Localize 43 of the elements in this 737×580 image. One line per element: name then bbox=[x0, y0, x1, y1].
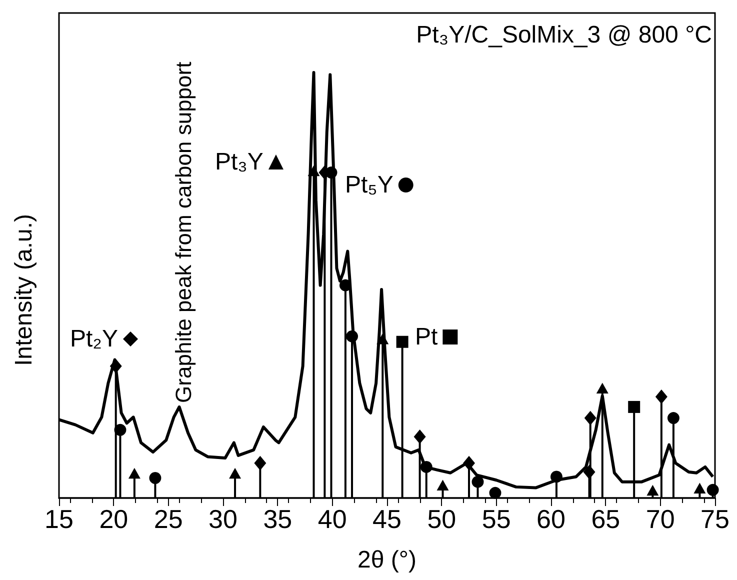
point bbox=[489, 486, 502, 499]
point bbox=[463, 456, 475, 470]
point bbox=[346, 330, 358, 342]
x-tick-label: 40 bbox=[318, 504, 347, 534]
point bbox=[436, 480, 449, 491]
x-tick-label: 15 bbox=[44, 504, 74, 534]
point bbox=[584, 410, 596, 426]
x-tick-label: 60 bbox=[536, 504, 566, 534]
legend-label: Pt bbox=[414, 324, 438, 350]
x-tick-label: 55 bbox=[482, 504, 511, 534]
annotation: Graphite peak from carbon support bbox=[170, 62, 196, 403]
point bbox=[414, 430, 426, 444]
point bbox=[596, 382, 608, 394]
y-axis-title: Intensity (a.u.) bbox=[10, 214, 38, 366]
x-axis-title: 2θ (°) bbox=[358, 546, 416, 574]
point bbox=[550, 470, 562, 483]
point bbox=[472, 476, 484, 488]
point bbox=[149, 472, 162, 484]
legend-label: Pt₂Y bbox=[70, 326, 118, 352]
x-tick-label: 70 bbox=[646, 504, 675, 534]
point bbox=[646, 484, 659, 496]
x-tick-label: 65 bbox=[591, 504, 620, 534]
point bbox=[667, 412, 680, 424]
x-tick-label: 35 bbox=[263, 504, 292, 534]
x-tick-label: 45 bbox=[372, 504, 402, 534]
x-tick-label: 30 bbox=[208, 504, 238, 534]
point bbox=[655, 390, 668, 404]
x-tick-label: 50 bbox=[427, 504, 456, 534]
legend-label: Pt₅Y bbox=[344, 172, 394, 198]
x-tick-label: 20 bbox=[99, 504, 128, 534]
point bbox=[229, 468, 242, 479]
x-tick-label: 75 bbox=[700, 504, 730, 534]
point bbox=[420, 460, 432, 473]
point bbox=[694, 482, 706, 494]
legend-label: Pt₃Y bbox=[214, 148, 264, 176]
point bbox=[128, 468, 140, 479]
x-tick-label: 25 bbox=[154, 504, 183, 534]
point bbox=[114, 424, 126, 436]
point bbox=[628, 400, 640, 413]
point bbox=[396, 336, 408, 348]
chart-title: Pt₃Y/C_SolMix_3 @ 800 °C bbox=[416, 22, 712, 48]
point bbox=[110, 358, 122, 374]
point bbox=[254, 456, 266, 470]
